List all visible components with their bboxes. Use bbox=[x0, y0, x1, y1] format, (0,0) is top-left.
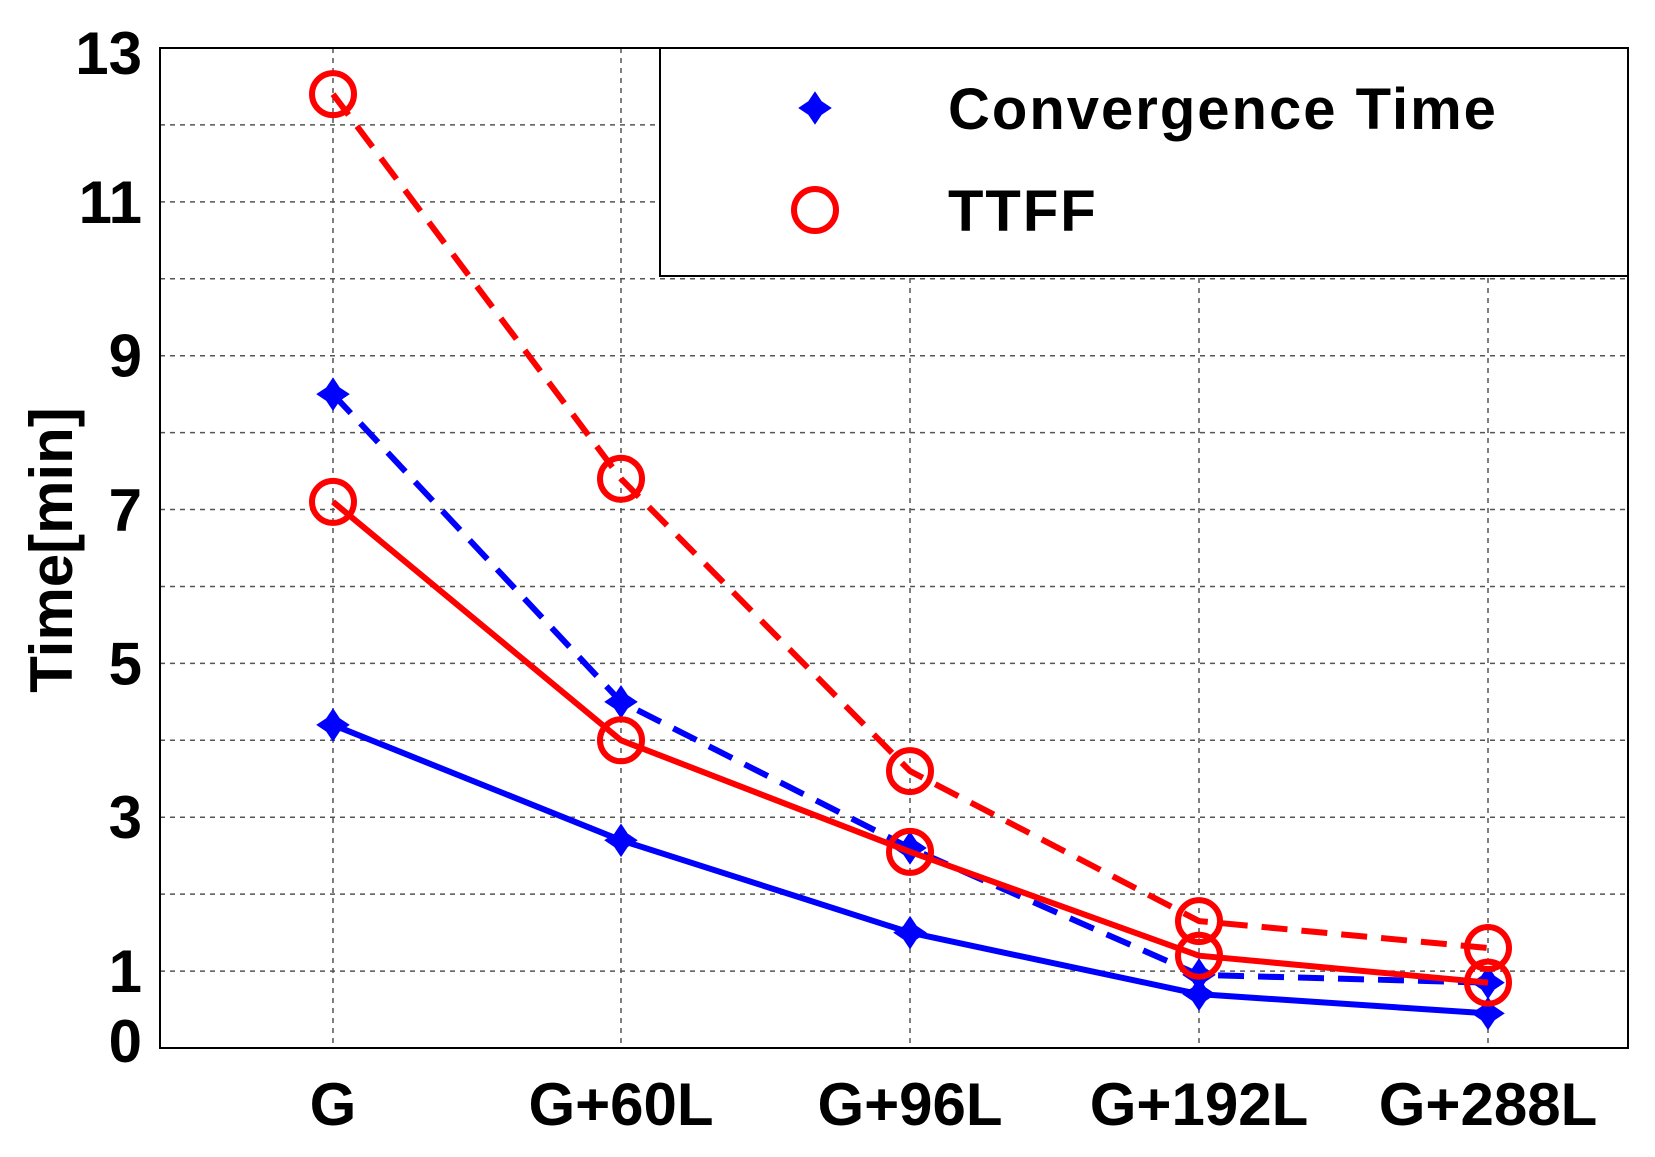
x-axis-ticks: G G+60L G+96L G+192L G+288L bbox=[310, 1071, 1598, 1138]
legend: Convergence Time TTFF bbox=[659, 47, 1629, 277]
series-line bbox=[330, 92, 1489, 951]
data-point-circle bbox=[886, 827, 934, 876]
series-convergence-time-dashed bbox=[316, 377, 1505, 1000]
y-tick-label: 11 bbox=[79, 169, 142, 236]
series-convergence-time-solid bbox=[316, 708, 1505, 1031]
data-point-circle bbox=[309, 70, 357, 119]
series-ttff-dashed bbox=[309, 70, 1512, 972]
data-point-marker bbox=[893, 915, 927, 950]
y-tick-label: 7 bbox=[109, 477, 142, 544]
legend-label: TTFF bbox=[948, 179, 1098, 244]
data-point-circle bbox=[886, 747, 934, 796]
series-ttff-solid bbox=[309, 477, 1512, 1007]
x-tick-label: G+192L bbox=[1090, 1071, 1308, 1138]
x-tick-label: G+60L bbox=[528, 1071, 713, 1138]
data-point-marker bbox=[604, 823, 638, 858]
y-tick-label: 0 bbox=[109, 1008, 142, 1075]
data-point-circle bbox=[309, 477, 357, 526]
data-point-circle bbox=[597, 716, 645, 765]
data-point-marker bbox=[1471, 996, 1505, 1031]
y-tick-label: 13 bbox=[75, 20, 142, 87]
series-line bbox=[331, 499, 1489, 986]
legend-marker-plus-diamond bbox=[798, 91, 832, 125]
y-tick-label: 5 bbox=[109, 630, 142, 697]
legend-label: Convergence Time bbox=[948, 77, 1498, 142]
legend-marker-circle bbox=[791, 186, 839, 234]
data-point-circle bbox=[1464, 924, 1512, 972]
x-tick-label: G bbox=[310, 1071, 357, 1138]
data-point-marker bbox=[316, 708, 350, 742]
data-point-marker bbox=[1182, 977, 1216, 1011]
grid bbox=[160, 48, 1628, 1048]
data-point-marker bbox=[893, 831, 927, 865]
y-tick-label: 3 bbox=[109, 784, 142, 851]
data-point-circle bbox=[597, 454, 645, 503]
y-axis-label: Time[min] bbox=[18, 407, 85, 693]
y-tick-label: 1 bbox=[109, 938, 142, 1005]
y-tick-label: 9 bbox=[109, 323, 142, 390]
data-point-marker bbox=[316, 377, 350, 411]
data-point-circle bbox=[1175, 897, 1223, 946]
series-layer bbox=[309, 70, 1512, 1031]
x-tick-label: G+288L bbox=[1379, 1071, 1597, 1138]
data-point-circle bbox=[1464, 958, 1512, 1007]
data-point-circle bbox=[1175, 931, 1223, 980]
x-tick-label: G+96L bbox=[817, 1071, 1002, 1138]
legend-box bbox=[659, 47, 1629, 277]
